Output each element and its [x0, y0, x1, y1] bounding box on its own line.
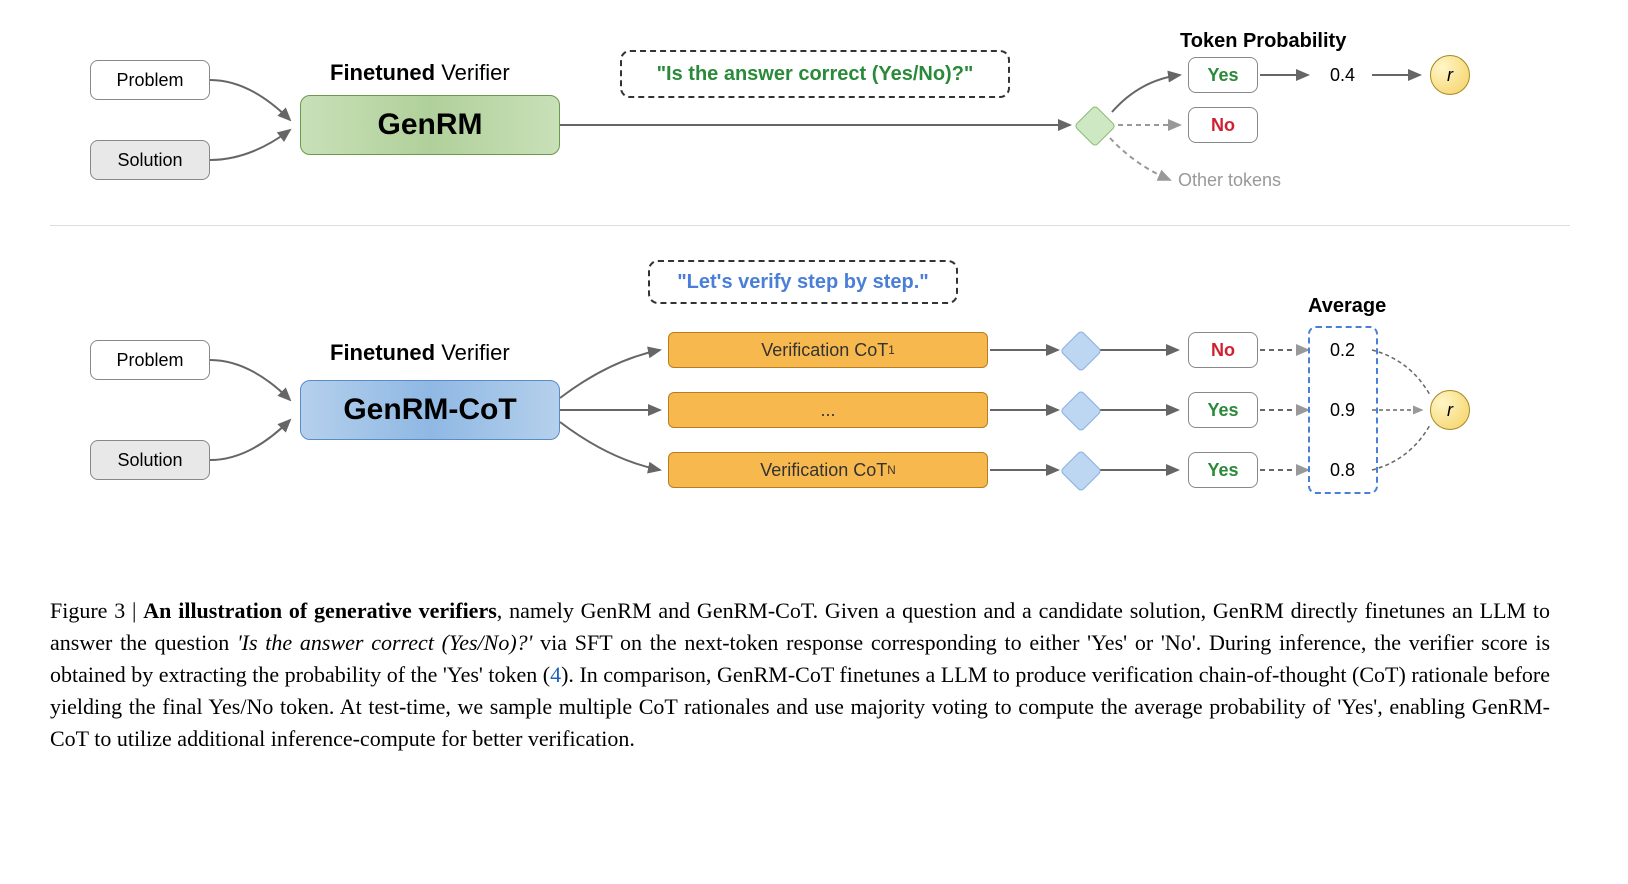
bottom-diamond-1 [1060, 330, 1102, 372]
top-yes-box: Yes [1188, 57, 1258, 93]
bottom-problem-box: Problem [90, 340, 210, 380]
cot-box-2: ... [668, 392, 988, 428]
top-model-label: GenRM [378, 108, 483, 142]
top-prompt-text: "Is the answer correct (Yes/No)?" [657, 63, 974, 86]
top-model-box: GenRM [300, 95, 560, 155]
top-reward-circle: r [1430, 55, 1470, 95]
bottom-prompt-box: "Let's verify step by step." [648, 260, 958, 304]
top-diamond-icon [1074, 105, 1116, 147]
bottom-model-box: GenRM-CoT [300, 380, 560, 440]
section-divider [50, 225, 1570, 226]
top-verifier-label: Finetuned Verifier [330, 60, 510, 86]
cot-box-1: Verification CoT1 [668, 332, 988, 368]
bottom-ans-2: Yes [1188, 392, 1258, 428]
top-solution-box: Solution [90, 140, 210, 180]
bottom-solution-box: Solution [90, 440, 210, 480]
bottom-model-label: GenRM-CoT [343, 393, 516, 427]
bottom-val-2: 0.9 [1315, 392, 1370, 428]
bottom-verifier-label: Finetuned Verifier [330, 340, 510, 366]
bottom-val-3: 0.8 [1315, 452, 1370, 488]
bottom-reward-circle: r [1430, 390, 1470, 430]
top-prob-box: 0.4 [1315, 57, 1370, 93]
top-other-label: Other tokens [1178, 170, 1281, 191]
bottom-diamond-3 [1060, 450, 1102, 492]
bottom-diamond-2 [1060, 390, 1102, 432]
bottom-prompt-text: "Let's verify step by step." [677, 271, 929, 294]
citation-link[interactable]: 4 [550, 662, 561, 687]
bottom-header: Average [1308, 295, 1386, 318]
top-prompt-box: "Is the answer correct (Yes/No)?" [620, 50, 1010, 98]
bottom-ans-1: No [1188, 332, 1258, 368]
figure-caption: Figure 3 | An illustration of generative… [50, 595, 1550, 754]
bottom-problem-label: Problem [116, 350, 183, 371]
bottom-solution-label: Solution [117, 450, 182, 471]
top-header: Token Probability [1180, 30, 1346, 53]
cot-box-3: Verification CoTN [668, 452, 988, 488]
bottom-ans-3: Yes [1188, 452, 1258, 488]
top-problem-box: Problem [90, 60, 210, 100]
top-solution-label: Solution [117, 150, 182, 171]
top-problem-label: Problem [116, 70, 183, 91]
bottom-val-1: 0.2 [1315, 332, 1370, 368]
top-no-box: No [1188, 107, 1258, 143]
diagram-container: Problem Solution Finetuned Verifier GenR… [50, 30, 1570, 580]
